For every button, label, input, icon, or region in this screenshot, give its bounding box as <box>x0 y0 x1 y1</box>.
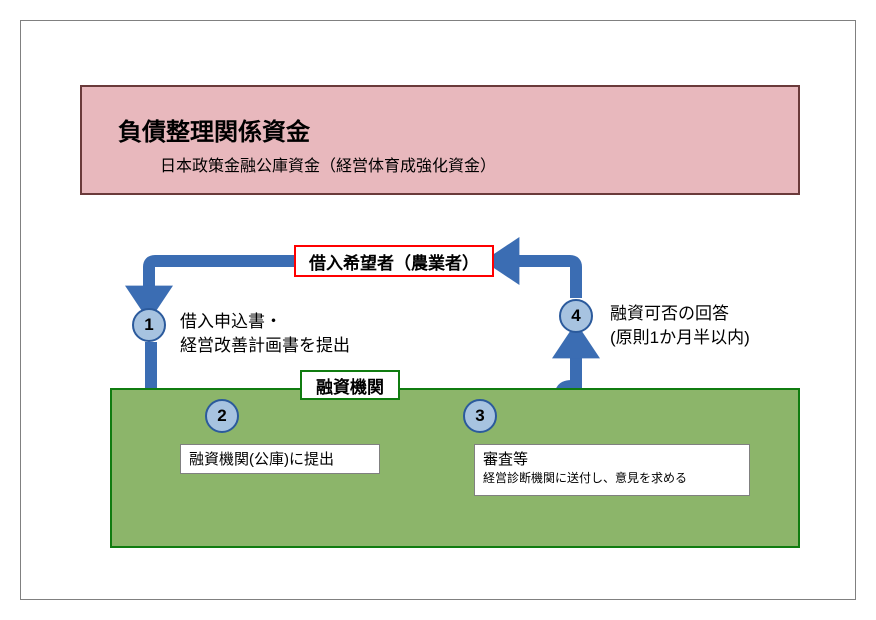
applicant-box: 借入希望者（農業者） <box>294 245 494 277</box>
step-circle-4: 4 <box>559 299 593 333</box>
step-circle-1: 1 <box>132 308 166 342</box>
title-sub: 日本政策金融公庫資金（経営体育成強化資金） <box>160 152 496 176</box>
step-label-2: 融資可否の回答 (原則1か月半以内) <box>610 302 750 350</box>
step-label-1: 借入申込書・ 経営改善計画書を提出 <box>180 310 350 358</box>
step-box-line1: 審査等 <box>483 449 741 470</box>
step-circle-2: 2 <box>205 399 239 433</box>
step-box-line2: 経営診断機関に送付し、意見を求める <box>483 470 741 487</box>
title-main: 負債整理関係資金 <box>118 112 310 147</box>
step-box-2: 審査等経営診断機関に送付し、意見を求める <box>474 444 750 496</box>
step-box-line1: 融資機関(公庫)に提出 <box>189 449 371 470</box>
step-box-1: 融資機関(公庫)に提出 <box>180 444 380 474</box>
step-circle-3: 3 <box>463 399 497 433</box>
finance-institution-label: 融資機関 <box>300 370 400 400</box>
